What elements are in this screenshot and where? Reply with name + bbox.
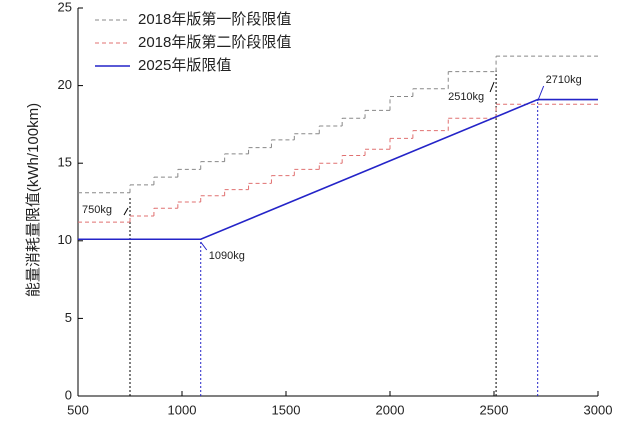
y-tick-label: 5 — [65, 310, 72, 325]
y-tick-label: 10 — [58, 232, 72, 247]
annotation-arrow — [537, 85, 545, 102]
x-tick-label: 1500 — [272, 402, 301, 417]
legend-label: 2025年版限值 — [138, 57, 231, 74]
y-tick-label: 20 — [58, 77, 72, 92]
series-line — [78, 98, 598, 241]
annotation-label: 2510kg — [448, 91, 484, 103]
legend-label: 2018年版第二阶段限值 — [138, 33, 291, 51]
y-tick-label: 25 — [58, 0, 72, 14]
y-tick-label: 15 — [58, 155, 72, 170]
x-tick-label: 1000 — [168, 402, 197, 417]
x-tick-label: 3000 — [584, 402, 613, 417]
annotation-arrow — [489, 81, 495, 93]
annotation-label: 750kg — [82, 204, 112, 216]
x-tick-label: 2500 — [480, 402, 509, 417]
x-tick-label: 500 — [67, 402, 89, 417]
annotation-label: 1090kg — [209, 250, 245, 262]
annotation-arrow — [123, 207, 129, 216]
legend-label: 2018年版第一阶段限值 — [138, 10, 291, 28]
y-tick-label: 0 — [65, 387, 72, 402]
x-tick-label: 2000 — [376, 402, 405, 417]
annotation-label: 2710kg — [546, 74, 582, 86]
annotation-arrow — [200, 241, 208, 251]
y-axis-label: 能量消耗量限值(kWh/100km) — [25, 103, 42, 297]
